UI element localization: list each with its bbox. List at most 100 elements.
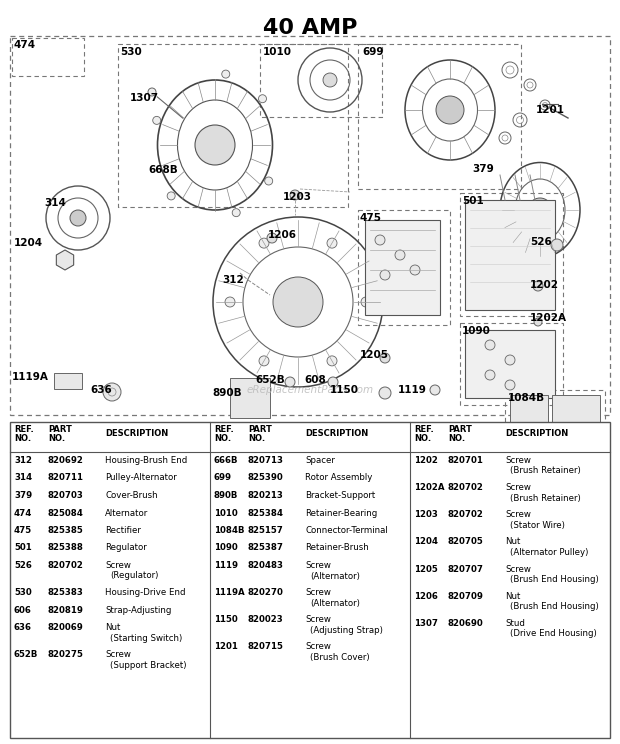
Text: Screw: Screw: [505, 456, 531, 465]
Bar: [460, 193, 563, 316]
Text: PART: PART: [248, 425, 272, 434]
Bar: [510, 395, 548, 437]
Text: NO.: NO.: [248, 434, 265, 443]
Circle shape: [380, 353, 390, 363]
Text: (Brush Retainer): (Brush Retainer): [510, 466, 581, 475]
Text: Screw: Screw: [105, 650, 131, 659]
Text: 1150: 1150: [330, 385, 359, 395]
Text: Pulley-Alternator: Pulley-Alternator: [105, 473, 177, 483]
Text: 825084: 825084: [48, 508, 84, 518]
Text: 1090: 1090: [214, 544, 237, 553]
Text: Strap-Adjusting: Strap-Adjusting: [105, 606, 171, 615]
Circle shape: [379, 387, 391, 399]
Circle shape: [328, 377, 338, 387]
Circle shape: [505, 380, 515, 390]
Text: Housing-Drive End: Housing-Drive End: [105, 588, 185, 597]
Text: 1084B: 1084B: [214, 526, 244, 535]
Text: Spacer: Spacer: [305, 456, 335, 465]
Text: 825384: 825384: [248, 508, 284, 518]
Text: 312: 312: [14, 456, 32, 465]
Bar: [365, 220, 440, 315]
Text: 820069: 820069: [48, 623, 84, 632]
Text: 820709: 820709: [448, 591, 484, 600]
Bar: [10, 36, 610, 415]
Text: 890B: 890B: [214, 491, 238, 500]
Text: 825383: 825383: [48, 588, 84, 597]
Text: 475: 475: [360, 213, 382, 223]
Text: 474: 474: [14, 40, 36, 50]
Text: 1204: 1204: [414, 537, 438, 546]
Text: 474: 474: [14, 508, 32, 518]
Circle shape: [273, 277, 323, 327]
Text: 699: 699: [214, 473, 232, 483]
Bar: [465, 200, 555, 310]
Circle shape: [327, 238, 337, 248]
Text: 699: 699: [362, 47, 384, 57]
Circle shape: [290, 190, 300, 200]
Text: 1206: 1206: [268, 230, 297, 240]
Circle shape: [153, 116, 161, 124]
Text: 820270: 820270: [248, 588, 284, 597]
Text: (Adjusting Strap): (Adjusting Strap): [310, 626, 383, 635]
Text: Stud: Stud: [505, 619, 525, 628]
Text: (Brush End Housing): (Brush End Housing): [510, 602, 599, 611]
Text: 1119: 1119: [398, 385, 427, 395]
Text: (Regulator): (Regulator): [110, 571, 158, 580]
Circle shape: [148, 88, 156, 96]
Text: NO.: NO.: [214, 434, 231, 443]
Circle shape: [222, 70, 230, 78]
Text: Screw: Screw: [105, 561, 131, 570]
Text: (Starting Switch): (Starting Switch): [110, 634, 182, 643]
Text: 1202: 1202: [414, 456, 438, 465]
Text: 1201: 1201: [536, 105, 565, 115]
Text: 820713: 820713: [248, 456, 284, 465]
Bar: [118, 44, 348, 207]
Circle shape: [70, 210, 86, 226]
Text: 820702: 820702: [448, 510, 484, 519]
Bar: [12, 38, 84, 76]
Text: Screw: Screw: [305, 642, 331, 652]
Circle shape: [225, 297, 235, 307]
Circle shape: [485, 370, 495, 380]
Text: 668B: 668B: [148, 165, 178, 175]
Bar: [460, 323, 563, 405]
Text: 1010: 1010: [263, 47, 292, 57]
Text: Nut: Nut: [105, 623, 120, 632]
Text: 1206: 1206: [414, 591, 438, 600]
Text: 1119A: 1119A: [214, 588, 245, 597]
Text: 314: 314: [44, 198, 66, 208]
Text: 666B: 666B: [214, 456, 239, 465]
Text: Retainer-Brush: Retainer-Brush: [305, 544, 369, 553]
Text: Housing-Brush End: Housing-Brush End: [105, 456, 187, 465]
Text: Screw: Screw: [505, 565, 531, 574]
Text: (Alternator): (Alternator): [310, 599, 360, 608]
Text: 379: 379: [14, 491, 32, 500]
Text: 820702: 820702: [48, 561, 84, 570]
Text: REF.: REF.: [14, 425, 33, 434]
Text: 820023: 820023: [248, 615, 284, 624]
Text: (Brush Retainer): (Brush Retainer): [510, 493, 581, 503]
Text: (Drive End Housing): (Drive End Housing): [510, 629, 596, 638]
Text: 825390: 825390: [248, 473, 284, 483]
Circle shape: [380, 270, 390, 280]
Text: 1010: 1010: [214, 508, 237, 518]
Circle shape: [195, 125, 235, 165]
Text: 636: 636: [90, 385, 112, 395]
Text: 606: 606: [14, 606, 32, 615]
Text: 1203: 1203: [283, 192, 312, 202]
Text: Retainer-Bearing: Retainer-Bearing: [305, 508, 377, 518]
Text: Screw: Screw: [305, 561, 331, 570]
Text: 1119: 1119: [214, 561, 238, 570]
Text: NO.: NO.: [14, 434, 31, 443]
Text: (Brush Cover): (Brush Cover): [310, 653, 370, 662]
Circle shape: [259, 238, 269, 248]
Text: 501: 501: [462, 196, 484, 206]
Text: Screw: Screw: [505, 510, 531, 519]
Text: (Support Bracket): (Support Bracket): [110, 661, 187, 670]
Text: 825388: 825388: [48, 544, 84, 553]
Text: 1084B: 1084B: [508, 393, 545, 403]
Circle shape: [534, 318, 542, 326]
Circle shape: [410, 265, 420, 275]
Text: Rotor Assembly: Rotor Assembly: [305, 473, 373, 483]
Text: 1202A: 1202A: [414, 483, 445, 492]
